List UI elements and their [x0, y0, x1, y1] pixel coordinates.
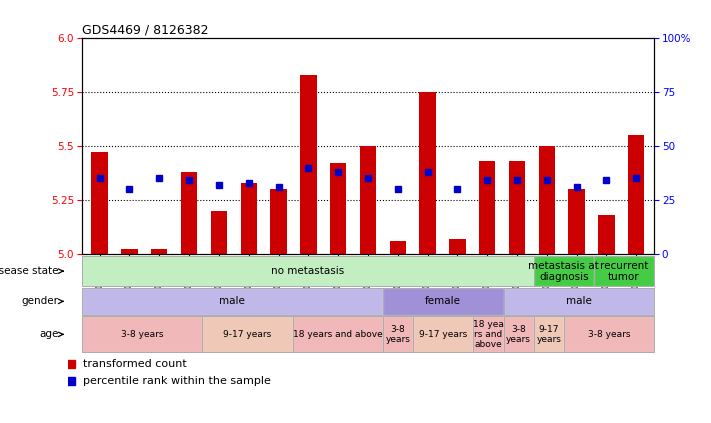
Text: 18 years and above: 18 years and above	[293, 330, 383, 339]
Bar	[503, 288, 654, 315]
Bar	[82, 288, 383, 315]
Bar	[449, 239, 466, 254]
Text: 9-17 years: 9-17 years	[223, 330, 272, 339]
Bar	[82, 316, 202, 352]
Bar	[628, 135, 644, 254]
Text: 3-8 years: 3-8 years	[121, 330, 164, 339]
Bar	[293, 316, 383, 352]
Text: male: male	[220, 297, 245, 306]
Bar	[383, 316, 413, 352]
Bar	[479, 161, 496, 254]
Bar	[503, 316, 534, 352]
Text: no metastasis: no metastasis	[271, 266, 344, 276]
Bar	[151, 250, 168, 254]
Text: male: male	[566, 297, 592, 306]
Bar	[503, 288, 654, 315]
Bar	[383, 288, 503, 315]
Bar	[181, 172, 197, 254]
Text: gender: gender	[22, 297, 59, 306]
Bar	[474, 316, 503, 352]
Bar	[360, 146, 376, 254]
Bar	[474, 316, 503, 352]
Bar	[300, 75, 316, 254]
Text: metastasis at
diagnosis: metastasis at diagnosis	[528, 261, 599, 282]
Bar	[82, 256, 534, 286]
Bar	[534, 316, 564, 352]
Text: percentile rank within the sample: percentile rank within the sample	[83, 376, 271, 386]
Text: 3-8
years: 3-8 years	[506, 325, 531, 344]
Bar	[82, 288, 383, 315]
Bar	[594, 256, 654, 286]
Bar	[534, 256, 594, 286]
Bar	[383, 316, 413, 352]
Bar	[270, 189, 287, 254]
Bar	[210, 211, 227, 254]
Text: female: female	[425, 297, 461, 306]
Bar	[534, 256, 594, 286]
Text: transformed count: transformed count	[83, 359, 187, 369]
Bar	[419, 92, 436, 254]
Text: disease state: disease state	[0, 266, 59, 276]
Bar	[122, 250, 138, 254]
Text: age: age	[40, 330, 59, 339]
Bar	[568, 189, 585, 254]
Bar	[240, 183, 257, 254]
Text: 9-17 years: 9-17 years	[419, 330, 467, 339]
Text: GDS4469 / 8126382: GDS4469 / 8126382	[82, 24, 208, 37]
Text: 3-8
years: 3-8 years	[385, 325, 410, 344]
Text: 18 yea
rs and
above: 18 yea rs and above	[473, 320, 504, 349]
Bar	[564, 316, 654, 352]
Bar	[564, 316, 654, 352]
Bar	[202, 316, 293, 352]
Text: 3-8 years: 3-8 years	[588, 330, 630, 339]
Bar	[594, 256, 654, 286]
Bar	[293, 316, 383, 352]
Bar	[383, 288, 503, 315]
Bar	[503, 316, 534, 352]
Bar	[202, 316, 293, 352]
Bar	[92, 152, 108, 254]
Bar	[82, 256, 534, 286]
Bar	[509, 161, 525, 254]
Bar	[390, 241, 406, 254]
Text: 9-17
years: 9-17 years	[536, 325, 561, 344]
Bar	[598, 215, 614, 254]
Bar	[534, 316, 564, 352]
Bar	[539, 146, 555, 254]
Bar	[82, 316, 202, 352]
Bar	[413, 316, 474, 352]
Text: recurrent
tumor: recurrent tumor	[600, 261, 648, 282]
Bar	[413, 316, 474, 352]
Bar	[330, 163, 346, 254]
